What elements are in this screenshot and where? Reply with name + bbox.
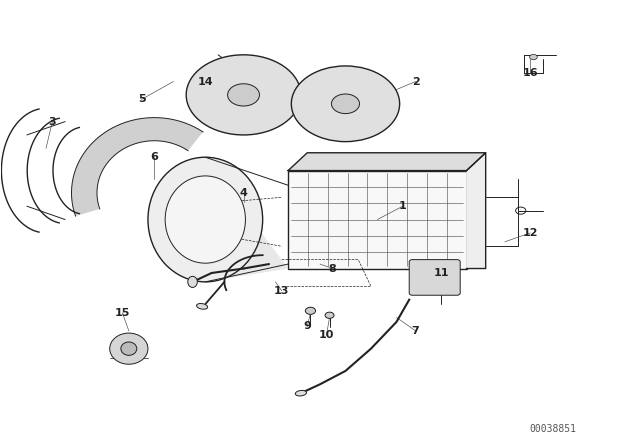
Ellipse shape (188, 276, 197, 288)
Text: 7: 7 (412, 326, 419, 336)
Circle shape (291, 66, 399, 142)
FancyBboxPatch shape (288, 171, 467, 268)
Text: 10: 10 (319, 330, 334, 340)
Ellipse shape (121, 342, 137, 355)
Polygon shape (250, 84, 339, 114)
Circle shape (186, 55, 301, 135)
Ellipse shape (196, 303, 207, 309)
Ellipse shape (109, 333, 148, 364)
Circle shape (305, 307, 316, 314)
Text: 2: 2 (412, 77, 419, 86)
Text: 6: 6 (150, 152, 158, 162)
Polygon shape (205, 157, 288, 282)
Text: 16: 16 (522, 68, 538, 78)
Text: 14: 14 (198, 77, 213, 86)
Text: 11: 11 (433, 268, 449, 278)
Polygon shape (288, 153, 486, 171)
Ellipse shape (165, 176, 246, 263)
Circle shape (530, 54, 538, 60)
Polygon shape (72, 118, 203, 216)
Circle shape (325, 312, 334, 319)
Text: 1: 1 (399, 201, 406, 211)
Polygon shape (467, 153, 486, 268)
Text: 15: 15 (115, 308, 130, 318)
Circle shape (228, 84, 259, 106)
Ellipse shape (295, 390, 307, 396)
Text: 00038851: 00038851 (529, 424, 576, 434)
Circle shape (332, 94, 360, 114)
Ellipse shape (148, 157, 262, 282)
Text: 4: 4 (239, 188, 248, 198)
FancyBboxPatch shape (409, 260, 460, 295)
Text: 13: 13 (274, 286, 289, 296)
Text: 5: 5 (138, 95, 145, 104)
Text: 9: 9 (303, 321, 311, 332)
Text: 8: 8 (329, 263, 337, 274)
Text: 12: 12 (522, 228, 538, 238)
Text: 3: 3 (49, 116, 56, 127)
